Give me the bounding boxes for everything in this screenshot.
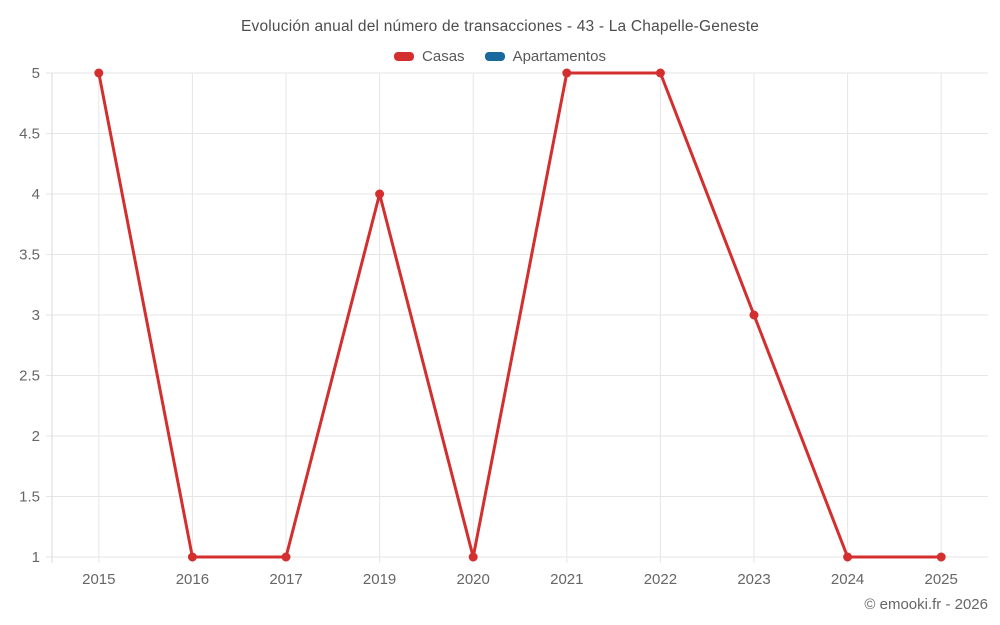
data-point-2019[interactable]	[375, 189, 385, 199]
data-point-2015[interactable]	[94, 68, 104, 78]
y-tick-label: 3	[32, 307, 40, 324]
y-tick-label: 5	[32, 65, 40, 82]
y-axis-labels: 1 1.5 2 2.5 3 3.5 4 4.5 5	[19, 65, 40, 566]
legend-swatch-casas-icon	[394, 51, 415, 61]
x-tick-label: 2016	[176, 571, 209, 588]
copyright: © emooki.fr - 2026	[864, 596, 988, 613]
legend-label-apartamentos: Apartamentos	[512, 47, 606, 65]
legend-item-casas[interactable]: Casas	[394, 48, 465, 65]
data-point-2020[interactable]	[468, 552, 478, 562]
data-point-2025[interactable]	[936, 552, 946, 562]
x-tick-label: 2025	[925, 571, 958, 588]
y-tick-label: 2.5	[19, 368, 40, 385]
x-tick-label: 2024	[831, 571, 864, 588]
x-tick-label: 2020	[457, 571, 490, 588]
x-axis-labels: 2015 2016 2017 2019 2020 2021 2022 2023 2024 2025	[82, 571, 958, 588]
y-tick-label: 4	[32, 186, 40, 203]
data-point-2022[interactable]	[655, 68, 665, 78]
y-tick-label: 1.5	[19, 489, 40, 506]
data-point-2016[interactable]	[187, 552, 197, 562]
legend-label-casas: Casas	[422, 47, 465, 65]
legend-swatch-apartamentos-icon	[484, 51, 505, 61]
y-tick-label: 1	[32, 549, 40, 566]
x-tick-label: 2019	[363, 571, 396, 588]
data-point-2017[interactable]	[281, 552, 291, 562]
y-tick-label: 2	[32, 428, 40, 445]
data-point-2024[interactable]	[843, 552, 853, 562]
y-tick-label: 3.5	[19, 247, 40, 264]
chart-title: Evolución anual del número de transaccio…	[240, 18, 760, 35]
series-line-casas	[97, 71, 943, 559]
x-tick-label: 2023	[737, 571, 770, 588]
series-lines	[94, 68, 946, 562]
x-tick-label: 2022	[644, 571, 677, 588]
legend: Casas Apartamentos	[0, 46, 1000, 66]
legend-item-apartamentos[interactable]: Apartamentos	[484, 47, 606, 65]
y-tick-label: 4.5	[19, 126, 40, 143]
x-tick-label: 2017	[269, 571, 302, 588]
data-point-2023[interactable]	[749, 310, 759, 320]
x-tick-label: 2021	[550, 571, 583, 588]
x-tick-label: 2015	[82, 571, 115, 588]
data-point-2021[interactable]	[562, 68, 572, 78]
horizontal-gridlines	[46, 72, 988, 558]
